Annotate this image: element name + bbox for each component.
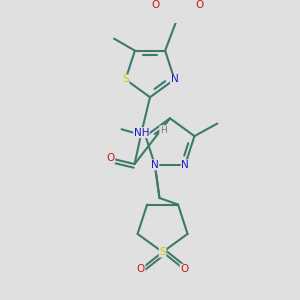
Text: N: N [181, 160, 189, 170]
Text: O: O [106, 153, 115, 163]
Text: S: S [122, 74, 129, 84]
Text: O: O [195, 0, 203, 10]
Text: O: O [180, 264, 188, 274]
Text: H: H [160, 126, 166, 135]
Text: NH: NH [134, 128, 149, 138]
Text: S: S [159, 247, 166, 257]
Text: O: O [137, 264, 145, 274]
Text: N: N [171, 74, 178, 84]
Text: O: O [152, 0, 160, 10]
Text: N: N [151, 160, 159, 170]
